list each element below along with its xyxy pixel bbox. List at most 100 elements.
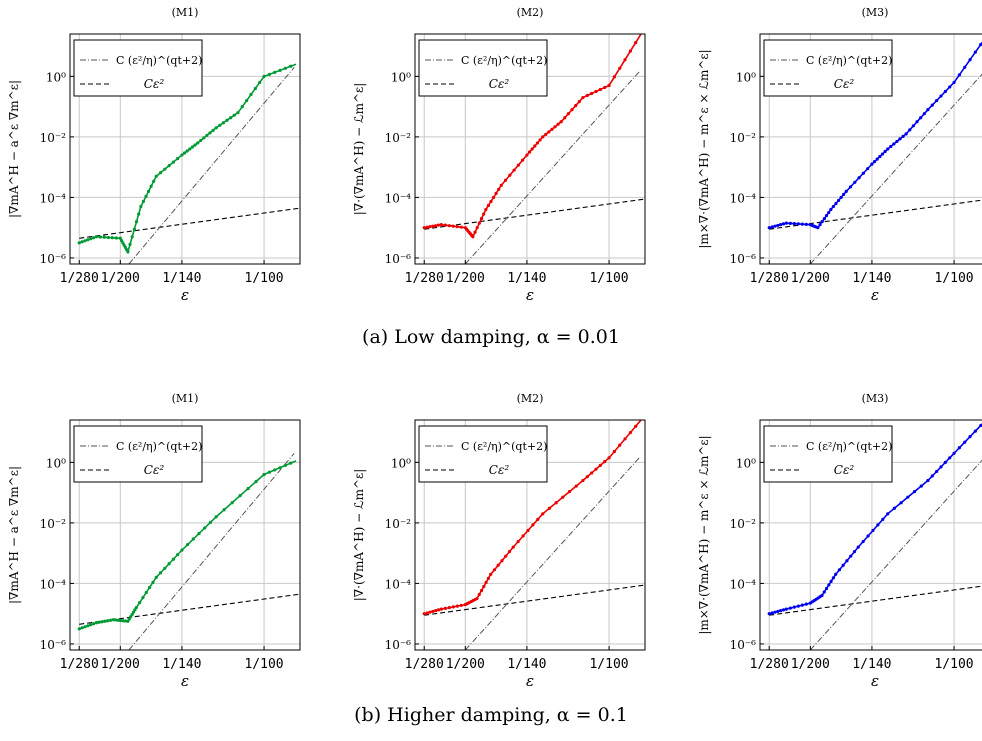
panel-title: (M2) bbox=[517, 392, 544, 405]
plot-frame bbox=[69, 33, 301, 265]
data-point bbox=[262, 472, 266, 477]
data-point bbox=[881, 517, 885, 521]
data-point bbox=[852, 550, 857, 554]
data-point bbox=[550, 127, 554, 131]
data-point bbox=[479, 217, 484, 221]
data-point bbox=[422, 612, 426, 616]
data-point bbox=[144, 590, 148, 595]
data-point bbox=[816, 226, 820, 230]
data-point bbox=[892, 506, 897, 510]
data-point bbox=[77, 627, 81, 631]
data-point bbox=[422, 226, 426, 230]
data-point bbox=[800, 603, 804, 607]
data-point bbox=[489, 572, 493, 576]
legend-label-eps2: Cε² bbox=[834, 77, 855, 91]
data-point bbox=[443, 223, 447, 227]
data-point bbox=[100, 620, 104, 624]
data-point bbox=[503, 178, 508, 182]
data-point bbox=[883, 149, 887, 154]
data-point bbox=[246, 486, 250, 491]
legend-label-power: C (ε²/η)^(qt+2) bbox=[806, 440, 892, 453]
data-point bbox=[80, 626, 84, 630]
data-point bbox=[834, 572, 838, 576]
data-point bbox=[554, 501, 558, 505]
reference-line-c-eps2 bbox=[769, 585, 982, 616]
data-point bbox=[831, 204, 836, 209]
data-point bbox=[137, 212, 141, 216]
plot-frame bbox=[759, 419, 982, 651]
data-point bbox=[86, 238, 90, 242]
y-tick-label: 10⁻² bbox=[385, 517, 412, 531]
data-point bbox=[479, 588, 484, 593]
data-point bbox=[536, 517, 540, 521]
data-point bbox=[915, 120, 919, 124]
x-tick-label: 1/140 bbox=[507, 271, 546, 286]
data-point bbox=[214, 126, 218, 130]
data-point bbox=[767, 612, 771, 616]
data-point bbox=[202, 136, 206, 140]
data-point bbox=[111, 618, 116, 622]
data-point bbox=[968, 435, 972, 439]
data-point bbox=[214, 515, 218, 519]
data-point bbox=[792, 605, 796, 609]
data-point bbox=[516, 163, 520, 167]
data-point bbox=[590, 471, 594, 475]
x-tick-label: 1/100 bbox=[934, 657, 973, 672]
data-point bbox=[283, 463, 287, 467]
data-point bbox=[475, 226, 479, 230]
data-point bbox=[221, 121, 226, 125]
data-point bbox=[590, 91, 594, 96]
plot-frame bbox=[69, 419, 301, 651]
data-point bbox=[98, 235, 102, 239]
data-point bbox=[171, 557, 175, 561]
data-point bbox=[530, 147, 534, 151]
data-point bbox=[979, 423, 982, 428]
data-point bbox=[919, 484, 923, 488]
y-tick-label: 10⁰ bbox=[391, 70, 411, 84]
legend-label-power: C (ε²/η)^(qt+2) bbox=[116, 440, 202, 453]
x-tick-label: 1/280 bbox=[405, 657, 444, 672]
data-point bbox=[110, 236, 114, 240]
reference-line-c-power bbox=[128, 452, 295, 650]
data-point bbox=[182, 151, 187, 155]
data-point bbox=[236, 111, 240, 115]
x-axis-label: ε bbox=[871, 286, 879, 304]
data-point bbox=[91, 622, 96, 626]
data-point bbox=[188, 147, 192, 151]
data-point bbox=[538, 138, 542, 142]
data-point bbox=[154, 174, 158, 178]
reference-line-c-power bbox=[809, 73, 982, 264]
data-point bbox=[254, 479, 258, 484]
data-point bbox=[114, 618, 118, 622]
y-tick-label: 10⁻⁴ bbox=[385, 191, 412, 205]
y-tick-label: 10⁻² bbox=[730, 517, 757, 531]
data-point bbox=[841, 563, 845, 567]
y-tick-label: 10⁻⁶ bbox=[385, 252, 412, 266]
data-point bbox=[431, 609, 435, 614]
reference-line-c-power bbox=[809, 459, 982, 650]
data-point bbox=[781, 222, 786, 226]
data-point bbox=[507, 550, 512, 554]
x-tick-label: 1/200 bbox=[101, 271, 140, 286]
data-point bbox=[134, 606, 138, 610]
data-point bbox=[901, 134, 905, 138]
data-point bbox=[861, 171, 865, 175]
data-point bbox=[455, 604, 459, 608]
data-point bbox=[773, 224, 777, 228]
data-point bbox=[818, 223, 822, 227]
data-point bbox=[240, 105, 244, 109]
y-tick-label: 10⁻⁴ bbox=[730, 577, 757, 591]
data-point bbox=[180, 153, 184, 157]
data-point bbox=[494, 191, 498, 195]
data-point bbox=[208, 131, 212, 135]
data-point bbox=[948, 85, 952, 89]
data-point bbox=[831, 576, 835, 580]
y-tick-label: 10⁻² bbox=[40, 517, 67, 531]
data-point bbox=[425, 225, 429, 229]
data-point bbox=[889, 144, 893, 149]
data-point bbox=[141, 199, 146, 204]
data-point bbox=[886, 512, 890, 516]
data-point bbox=[876, 523, 880, 527]
data-point bbox=[842, 192, 846, 196]
data-point bbox=[459, 603, 463, 607]
